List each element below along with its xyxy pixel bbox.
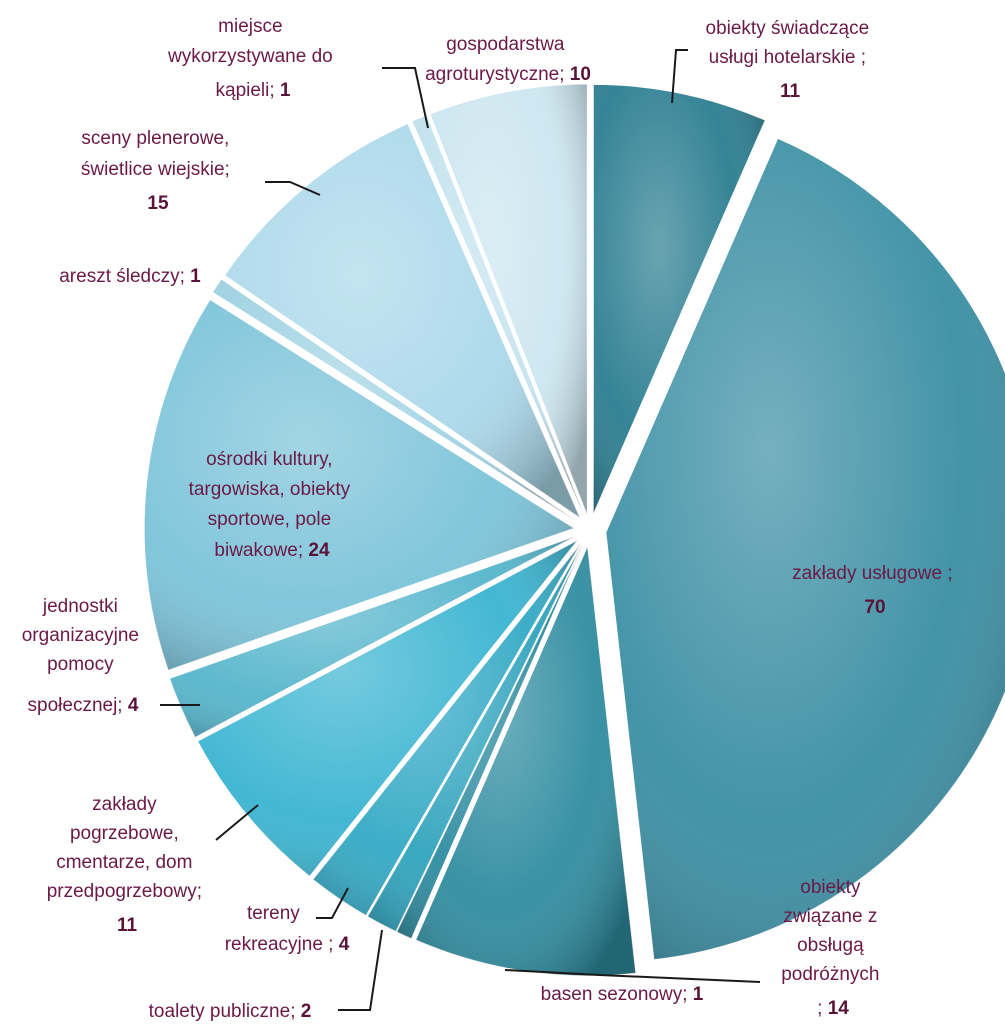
leader-lines bbox=[160, 49, 761, 1011]
label-travel-text: obiekty bbox=[800, 877, 861, 898]
label-bath-text: miejsce bbox=[218, 16, 282, 37]
label-funeral: zakłady pogrzebowe, cmentarze, dom przed… bbox=[47, 794, 208, 936]
label-services-value: 70 bbox=[864, 597, 885, 618]
label-social: jednostki organizacyjne pomocy społeczne… bbox=[22, 596, 145, 716]
label-agro-value: 10 bbox=[570, 64, 591, 85]
label-travel-text: ; 14 bbox=[817, 998, 849, 1019]
label-hotel-text: usługi hotelarskie ; bbox=[709, 47, 866, 68]
label-recreation-value: 4 bbox=[339, 934, 350, 955]
label-arrest-value: 1 bbox=[190, 266, 201, 287]
label-stages-value: 15 bbox=[147, 193, 169, 214]
label-travel-text: związane z bbox=[783, 906, 877, 927]
label-funeral-text: przedpogrzebowy; bbox=[47, 881, 202, 902]
pie-slices bbox=[143, 83, 1005, 977]
leader-line-travel bbox=[504, 969, 761, 983]
leader-line-toilets bbox=[338, 929, 383, 1011]
label-stages: sceny plenerowe, świetlice wiejskie; 15 bbox=[81, 128, 235, 214]
label-arrest-text: areszt śledczy; bbox=[59, 266, 185, 287]
label-pool-value: 1 bbox=[693, 984, 704, 1005]
label-hotel: obiekty świadczące usługi hotelarskie ; … bbox=[706, 18, 875, 102]
label-pool-text: basen sezonowy; bbox=[541, 984, 688, 1005]
label-culture: ośrodki kultury, targowiska, obiekty spo… bbox=[189, 449, 356, 561]
label-travel: obiekty związane z obsługą podróżnych ; … bbox=[781, 877, 885, 1019]
label-travel-text: podróżnych bbox=[781, 964, 879, 985]
label-recreation: tereny rekreacyjne ; 4 bbox=[225, 903, 350, 955]
label-hotel-value: 11 bbox=[780, 81, 801, 102]
label-stages-text: świetlice wiejskie; bbox=[81, 159, 230, 180]
label-social-text: organizacyjne bbox=[22, 625, 139, 646]
label-culture-text: ośrodki kultury, bbox=[206, 449, 332, 470]
leader-line-bath bbox=[382, 67, 429, 129]
label-hotel-text: obiekty świadczące bbox=[706, 18, 870, 39]
label-culture-value: 24 bbox=[308, 540, 330, 561]
label-bath-text: wykorzystywane do bbox=[167, 46, 333, 67]
label-travel-text: obsługą bbox=[797, 935, 864, 956]
label-recreation-text: rekreacyjne ; 4 bbox=[225, 934, 350, 955]
label-travel-value: 14 bbox=[828, 998, 850, 1019]
label-services-text: zakłady usługowe ; bbox=[792, 563, 953, 584]
label-culture-text: biwakowe; 24 bbox=[214, 540, 330, 561]
label-pool: basen sezonowy; 1 bbox=[541, 984, 704, 1005]
leader-line-funeral bbox=[215, 804, 259, 841]
label-social-value: 4 bbox=[128, 695, 139, 716]
slice-labels: obiekty świadczące usługi hotelarskie ; … bbox=[22, 16, 958, 1022]
label-funeral-value: 11 bbox=[117, 915, 138, 936]
label-agro-text: gospodarstwa bbox=[446, 34, 565, 55]
label-social-text: społecznej; 4 bbox=[28, 695, 139, 716]
label-social-text: jednostki bbox=[42, 596, 118, 617]
leader-line-recreation bbox=[316, 887, 349, 919]
label-toilets-value: 2 bbox=[301, 1001, 312, 1022]
label-recreation-text: tereny bbox=[247, 903, 300, 924]
label-agro-text: agroturystyczne; 10 bbox=[425, 64, 591, 85]
label-toilets-text: toalety publiczne; bbox=[149, 1001, 296, 1022]
label-funeral-text: cmentarze, dom bbox=[56, 852, 192, 873]
label-toilets: toalety publiczne; 2 bbox=[149, 1001, 312, 1022]
label-culture-text: targowiska, obiekty bbox=[189, 479, 351, 500]
label-arrest: areszt śledczy; 1 bbox=[59, 266, 201, 287]
label-bath-text: kąpieli; 1 bbox=[216, 80, 291, 101]
label-social-text: pomocy bbox=[47, 654, 114, 675]
label-bath-value: 1 bbox=[280, 80, 291, 101]
label-services: zakłady usługowe ; 70 bbox=[792, 563, 958, 618]
leader-line-stages bbox=[265, 181, 321, 196]
label-culture-text: sportowe, pole bbox=[208, 509, 332, 530]
label-funeral-text: zakłady bbox=[92, 794, 157, 815]
label-stages-text: sceny plenerowe, bbox=[81, 128, 229, 149]
label-funeral-text: pogrzebowe, bbox=[70, 823, 179, 844]
label-bath: miejsce wykorzystywane do kąpieli; 1 bbox=[167, 16, 338, 101]
leader-line-hotel bbox=[671, 49, 688, 104]
label-agro: gospodarstwa agroturystyczne; 10 bbox=[425, 34, 591, 85]
